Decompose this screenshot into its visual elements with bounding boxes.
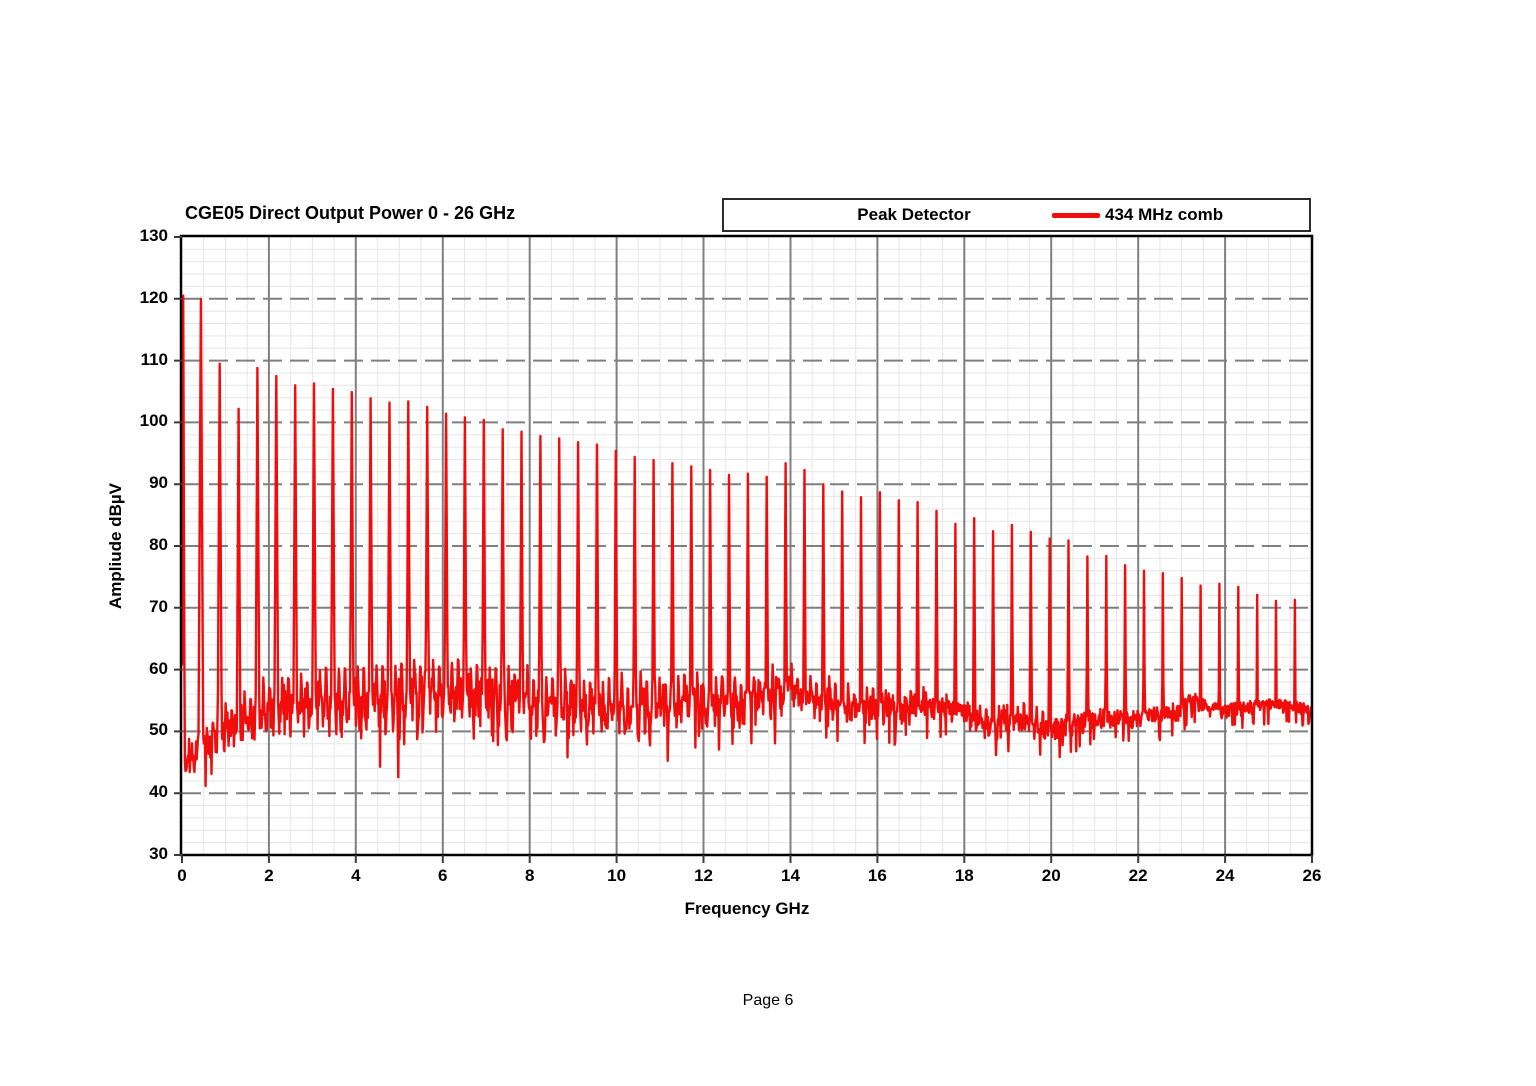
y-tick-label: 40 xyxy=(149,782,168,802)
x-tick-label: 22 xyxy=(1128,866,1148,885)
y-tick-label: 130 xyxy=(139,226,168,245)
chart-legend: Peak Detector 434 MHz comb xyxy=(722,198,1311,232)
y-tick-label: 50 xyxy=(149,720,168,740)
x-tick-label: 2 xyxy=(264,866,274,885)
y-tick-label: 60 xyxy=(149,658,168,678)
x-tick-label: 10 xyxy=(607,866,627,885)
y-tick-label: 30 xyxy=(149,844,168,863)
x-tick-label: 8 xyxy=(524,866,535,885)
series-line xyxy=(182,294,1312,788)
x-tick-label: 16 xyxy=(867,866,887,885)
x-tick-label: 20 xyxy=(1041,866,1061,885)
y-tick-label: 80 xyxy=(149,535,168,554)
legend-entry-series-label: 434 MHz comb xyxy=(1105,205,1224,224)
x-tick-label: 24 xyxy=(1215,866,1235,885)
x-tick-label: 18 xyxy=(954,866,974,885)
legend-entry-peak-detector: Peak Detector xyxy=(857,205,971,224)
x-tick-label: 6 xyxy=(438,866,448,885)
y-tick-label: 120 xyxy=(139,287,168,307)
legend-line-swatch xyxy=(1052,213,1100,218)
x-axis-title: Frequency GHz xyxy=(684,899,810,918)
y-tick-label: 110 xyxy=(140,349,168,369)
y-tick-label: 70 xyxy=(149,596,168,616)
chart-title: CGE05 Direct Output Power 0 - 26 GHz xyxy=(185,203,516,223)
x-tick-label: 4 xyxy=(351,866,361,885)
x-tick-label: 14 xyxy=(780,866,800,885)
axis-tick-marks xyxy=(174,236,1313,863)
y-tick-label: 90 xyxy=(149,473,168,493)
page-number: Page 6 xyxy=(742,992,794,1009)
x-tick-label: 26 xyxy=(1302,866,1322,885)
x-tick-label: 12 xyxy=(694,866,713,885)
x-tick-label: 0 xyxy=(177,866,187,885)
y-tick-label: 100 xyxy=(139,411,168,431)
